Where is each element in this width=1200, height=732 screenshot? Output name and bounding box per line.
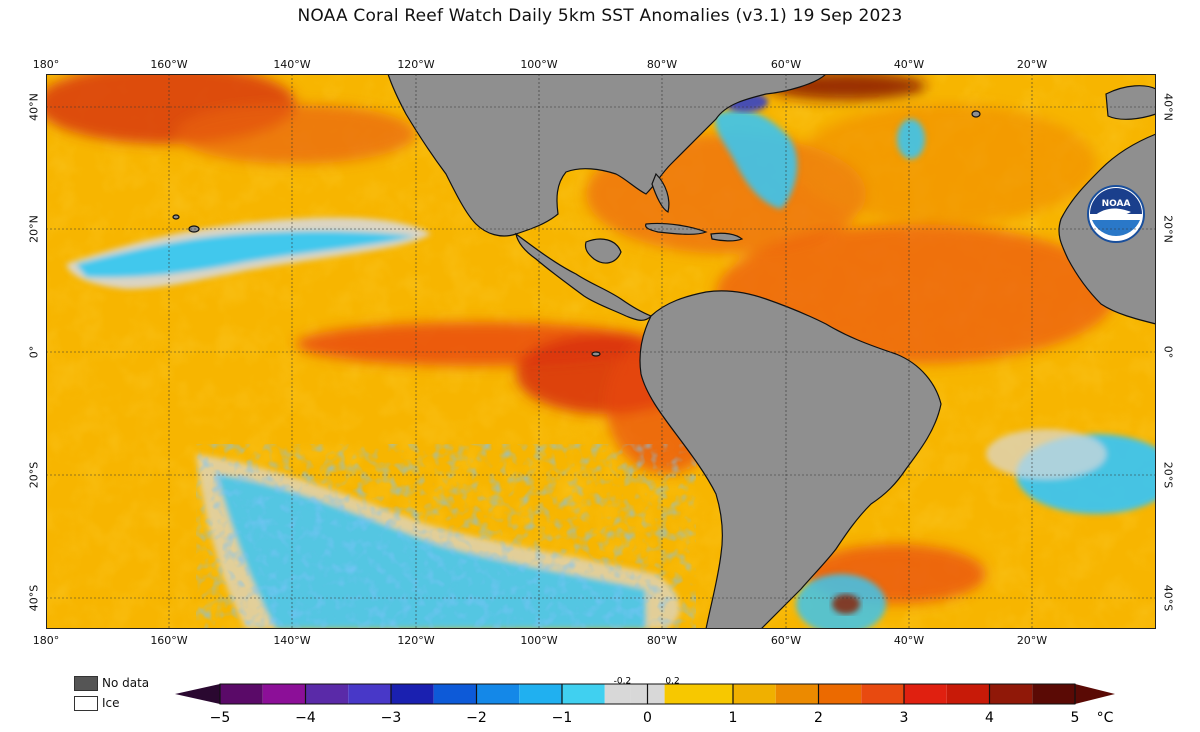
colorbar-segment	[775, 684, 819, 704]
colorbar-tick-label: −4	[295, 710, 316, 726]
svg-text:NOAA: NOAA	[1102, 199, 1131, 209]
map-title: NOAA Coral Reef Watch Daily 5km SST Anom…	[297, 6, 903, 26]
noaa-logo: NOAA	[1087, 185, 1145, 243]
colorbar-max-extend	[1075, 684, 1115, 704]
colorbar-unit: °C	[1097, 710, 1114, 726]
colorbar-segment	[305, 684, 349, 704]
lon-label-bottom: 160°W	[150, 634, 188, 647]
lon-label-top: 60°W	[770, 58, 802, 71]
colorbar-segments	[175, 683, 1115, 705]
iberia	[1105, 85, 1156, 120]
hawaii-islands	[172, 214, 180, 220]
lon-label-bottom: 20°W	[1016, 634, 1048, 647]
colorbar-segment	[262, 684, 306, 704]
lat-label-left: 20°N	[27, 215, 41, 243]
lon-label-bottom: 180°	[32, 634, 60, 647]
lat-label-right: 20°N	[1161, 215, 1175, 243]
lat-label-right: 40°S	[1161, 584, 1175, 612]
lat-label-right: 40°N	[1161, 93, 1175, 121]
lon-label-top: 20°W	[1016, 58, 1048, 71]
colorbar-small-tick-label: -0.2	[614, 677, 632, 687]
lon-label-top: 160°W	[150, 58, 188, 71]
lat-label-left: 20°S	[27, 461, 41, 489]
florida	[651, 172, 670, 213]
colorbar-segment	[220, 684, 263, 704]
lat-label-left: 0°	[27, 345, 41, 359]
lon-label-bottom: 140°W	[273, 634, 311, 647]
colorbar-tick-label: 0	[643, 710, 652, 726]
north-america	[387, 74, 1156, 237]
lon-label-bottom: 40°W	[893, 634, 925, 647]
colorbar: -0.2 0.2 −5 −4 −3 −2 −1 0 1 2 3 4 5 °C	[175, 677, 1115, 726]
colorbar-small-tick-label: 0.2	[665, 677, 679, 687]
colorbar-segment	[1032, 684, 1075, 704]
lon-label-bottom: 60°W	[770, 634, 802, 647]
colorbar-segment	[946, 684, 990, 704]
colorbar-segment	[861, 684, 904, 704]
colorbar-segment	[391, 684, 434, 704]
colorbar-tick-label: 2	[814, 710, 823, 726]
colorbar-ticks: −5 −4 −3 −2 −1 0 1 2 3 4 5	[210, 684, 1080, 726]
colorbar-segment	[989, 684, 1033, 704]
colorbar-tick-label: −3	[381, 710, 402, 726]
lon-label-bottom: 80°W	[646, 634, 678, 647]
lon-label-bottom: 120°W	[397, 634, 435, 647]
colorbar-segment	[904, 684, 947, 704]
lat-label-left: 40°S	[27, 584, 41, 612]
colorbar-tick-label: −1	[552, 710, 573, 726]
lon-label-top: 80°W	[646, 58, 678, 71]
colorbar-segment	[604, 684, 631, 704]
colorbar-segment	[562, 684, 605, 704]
colorbar-tick-label: 4	[985, 710, 994, 726]
lat-label-left: 40°N	[27, 93, 41, 121]
no-data-swatch	[74, 676, 98, 691]
colorbar-tick-label: −5	[210, 710, 231, 726]
colorbar-segment	[348, 684, 391, 704]
lat-label-right: 20°S	[1161, 461, 1175, 489]
azores-islands	[971, 110, 981, 118]
galapagos-islands	[591, 351, 601, 357]
lon-label-bottom: 100°W	[520, 634, 558, 647]
colorbar-segment	[733, 684, 776, 704]
colorbar-segment	[818, 684, 862, 704]
colorbar-min-extend	[175, 684, 220, 704]
sst-anomaly-map[interactable]: NOAA	[46, 74, 1156, 629]
ice-label: Ice	[102, 696, 120, 710]
colorbar-segment	[519, 684, 562, 704]
no-data-label: No data	[102, 676, 150, 690]
central-america	[515, 232, 653, 321]
colorbar-tick-label: 5	[1071, 710, 1080, 726]
hispaniola	[710, 232, 744, 242]
lon-label-top: 100°W	[520, 58, 558, 71]
colorbar-tick-label: 3	[900, 710, 909, 726]
lon-label-top: 140°W	[273, 58, 311, 71]
colorbar-segment	[476, 684, 520, 704]
colorbar-tick-label: −2	[466, 710, 487, 726]
yucatan-peninsula	[584, 238, 622, 264]
south-america	[639, 290, 942, 629]
colorbar-tick-label: 1	[729, 710, 738, 726]
colorbar-segment	[664, 684, 733, 704]
graticule	[46, 74, 1156, 629]
lon-label-top: 40°W	[893, 58, 925, 71]
lat-label-right: 0°	[1161, 345, 1175, 359]
ice-swatch	[74, 696, 98, 711]
lon-label-top: 120°W	[397, 58, 435, 71]
lon-label-top: 180°	[32, 58, 60, 71]
colorbar-segment	[433, 684, 477, 704]
